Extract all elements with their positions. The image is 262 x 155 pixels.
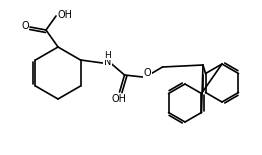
Text: H: H xyxy=(104,51,111,60)
Text: OH: OH xyxy=(57,10,73,20)
Text: O: O xyxy=(144,68,151,78)
Text: OH: OH xyxy=(111,94,126,104)
Text: N: N xyxy=(104,57,111,67)
Text: O: O xyxy=(21,21,29,31)
